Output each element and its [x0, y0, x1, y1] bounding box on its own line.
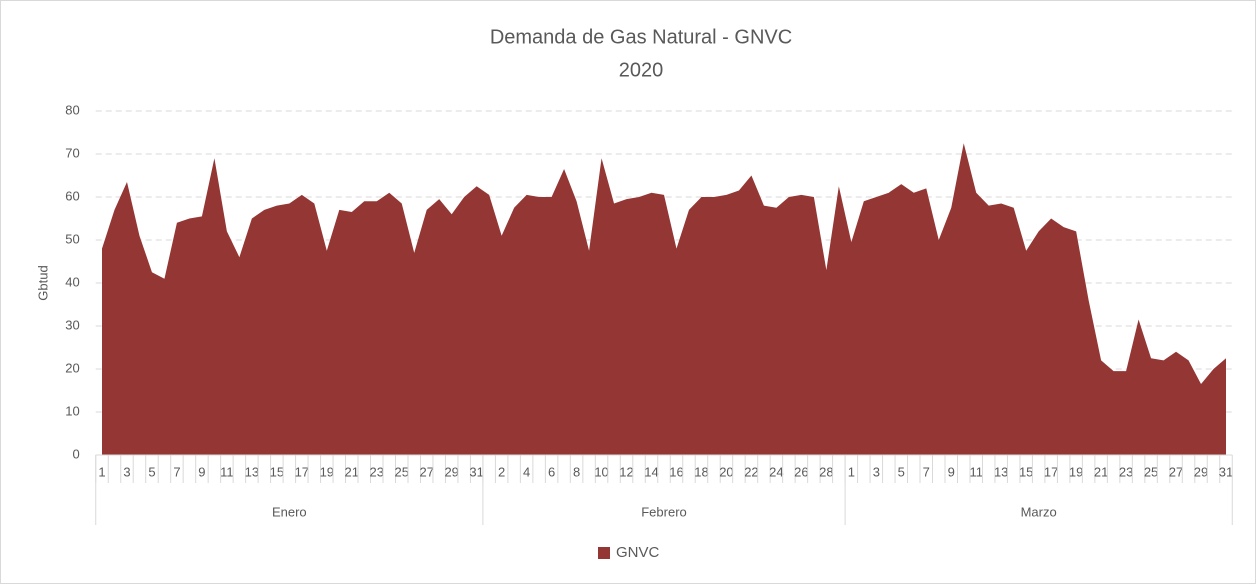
- x-tick-label: 31: [469, 464, 483, 479]
- y-tick-label: 40: [65, 274, 79, 289]
- y-tick-label: 10: [65, 403, 79, 418]
- x-tick-label: 13: [245, 464, 259, 479]
- x-tick-label: 3: [123, 464, 130, 479]
- x-tick-label: 1: [848, 464, 855, 479]
- x-tick-label: 7: [173, 464, 180, 479]
- group-label: Enero: [272, 504, 307, 519]
- y-tick-label: 70: [65, 145, 79, 160]
- x-tick-label: 1: [98, 464, 105, 479]
- x-tick-label: 15: [270, 464, 284, 479]
- y-tick-label: 30: [65, 317, 79, 332]
- x-tick-label: 5: [898, 464, 905, 479]
- y-axis-label: Gbtud: [35, 265, 50, 300]
- y-tick-label: 0: [73, 446, 80, 461]
- x-tick-label: 10: [594, 464, 608, 479]
- x-tick-label: 20: [719, 464, 733, 479]
- chart-subtitle: 2020: [619, 59, 664, 81]
- x-tick-label: 25: [1144, 464, 1158, 479]
- y-tick-label: 20: [65, 360, 79, 375]
- x-tick-label: 27: [419, 464, 433, 479]
- x-tick-label: 16: [669, 464, 683, 479]
- x-tick-label: 11: [220, 464, 234, 479]
- x-tick-label: 14: [644, 464, 658, 479]
- y-tick-label: 50: [65, 231, 79, 246]
- y-tick-label: 80: [65, 102, 79, 117]
- x-tick-label: 9: [948, 464, 955, 479]
- x-tick-label: 31: [1219, 464, 1233, 479]
- x-tick-label: 19: [1069, 464, 1083, 479]
- x-tick-label: 22: [744, 464, 758, 479]
- x-tick-label: 29: [1194, 464, 1208, 479]
- x-tick-label: 15: [1019, 464, 1033, 479]
- legend-swatch: [598, 547, 610, 559]
- x-tick-label: 17: [295, 464, 309, 479]
- chart-title: Demanda de Gas Natural - GNVC: [490, 26, 792, 48]
- area: [102, 143, 1226, 455]
- x-tick-label: 25: [394, 464, 408, 479]
- group-label: Marzo: [1021, 504, 1057, 519]
- x-tick-label: 7: [923, 464, 930, 479]
- x-tick-label: 28: [819, 464, 833, 479]
- x-tick-label: 2: [498, 464, 505, 479]
- x-tick-label: 5: [148, 464, 155, 479]
- x-tick-label: 21: [345, 464, 359, 479]
- x-tick-label: 27: [1169, 464, 1183, 479]
- x-tick-label: 11: [969, 464, 983, 479]
- legend-label: GNVC: [616, 544, 660, 561]
- x-tick-label: 26: [794, 464, 808, 479]
- group-label: Febrero: [641, 504, 687, 519]
- x-tick-label: 29: [444, 464, 458, 479]
- x-tick-label: 23: [370, 464, 384, 479]
- x-tick-label: 24: [769, 464, 783, 479]
- x-tick-label: 6: [548, 464, 555, 479]
- x-tick-label: 13: [994, 464, 1008, 479]
- x-tick-label: 21: [1094, 464, 1108, 479]
- x-tick-label: 18: [694, 464, 708, 479]
- x-tick-label: 12: [619, 464, 633, 479]
- x-tick-label: 8: [573, 464, 580, 479]
- x-tick-label: 23: [1119, 464, 1133, 479]
- y-tick-label: 60: [65, 188, 79, 203]
- x-tick-label: 4: [523, 464, 530, 479]
- x-tick-label: 9: [198, 464, 205, 479]
- x-tick-label: 19: [320, 464, 334, 479]
- x-tick-label: 3: [873, 464, 880, 479]
- x-tick-label: 17: [1044, 464, 1058, 479]
